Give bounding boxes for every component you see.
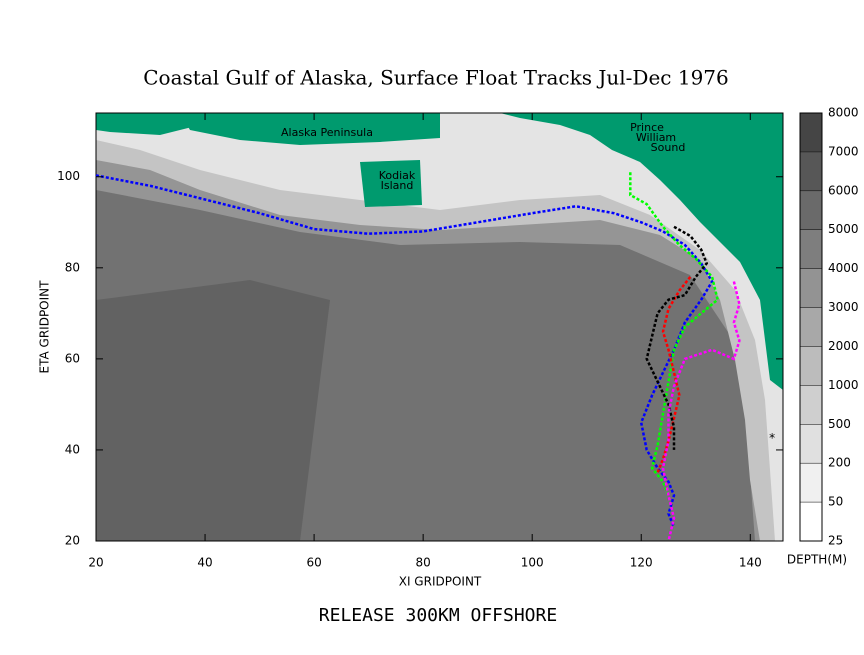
float-track xyxy=(645,225,709,450)
colorbar-band xyxy=(800,113,822,152)
float-track xyxy=(95,174,714,528)
y-axis-label: ETA GRIDPOINT xyxy=(38,280,52,374)
colorbar-band xyxy=(800,463,822,503)
float-track xyxy=(656,276,692,474)
colorbar-band xyxy=(800,502,822,541)
chart-subtitle: RELEASE 300KM OFFSHORE xyxy=(319,605,557,626)
colorbar-label: 200 xyxy=(828,456,851,470)
colorbar-band xyxy=(800,268,822,308)
x-axis-label: XI GRIDPOINT xyxy=(399,575,482,589)
colorbar-band xyxy=(800,424,822,464)
colorbar-band xyxy=(800,190,822,230)
x-tick-label: 80 xyxy=(416,556,431,570)
y-tick-label: 80 xyxy=(65,260,80,274)
y-tick-label: 40 xyxy=(65,442,80,456)
colorbar-band xyxy=(800,346,822,386)
x-tick-label: 40 xyxy=(197,556,212,570)
colorbar-label: 3000 xyxy=(828,300,859,314)
y-tick-label: 20 xyxy=(65,534,80,548)
colorbar-band xyxy=(800,151,822,191)
colorbar-label: 500 xyxy=(828,417,851,431)
colorbar-label: 7000 xyxy=(828,144,859,158)
colorbar-label: 8000 xyxy=(828,106,859,120)
map-annotation: Alaska Peninsula xyxy=(281,126,373,139)
x-tick-label: 120 xyxy=(630,556,653,570)
chart-title: Coastal Gulf of Alaska, Surface Float Tr… xyxy=(143,66,729,90)
map-annotation: Kodiak xyxy=(379,169,416,182)
colorbar-label: 5000 xyxy=(828,222,859,236)
colorbar-band xyxy=(800,385,822,425)
map-annotation: William xyxy=(636,131,676,144)
colorbar-label: 6000 xyxy=(828,183,859,197)
x-tick-label: 20 xyxy=(88,556,103,570)
colorbar-band xyxy=(800,229,822,269)
float-marker: * xyxy=(769,431,775,445)
y-tick-label: 60 xyxy=(65,351,80,365)
colorbar-label: 50 xyxy=(828,495,843,509)
float-track xyxy=(629,172,719,496)
y-tick-label: 100 xyxy=(57,169,80,183)
x-tick-label: 100 xyxy=(521,556,544,570)
x-tick-label: 140 xyxy=(739,556,762,570)
colorbar-band xyxy=(800,307,822,347)
colorbar-label: 2000 xyxy=(828,339,859,353)
float-track xyxy=(661,281,741,542)
colorbar-label: 1000 xyxy=(828,378,859,392)
colorbar-label: DEPTH(M) xyxy=(787,553,847,567)
x-tick-label: 60 xyxy=(306,556,321,570)
colorbar-label: 25 xyxy=(828,534,843,548)
colorbar-label: 4000 xyxy=(828,261,859,275)
map-annotation: Sound xyxy=(651,141,686,154)
plot-frame xyxy=(95,112,784,542)
depth-field xyxy=(96,113,783,541)
map-annotation: Island xyxy=(381,179,414,192)
map-annotation: Prince xyxy=(630,121,664,134)
